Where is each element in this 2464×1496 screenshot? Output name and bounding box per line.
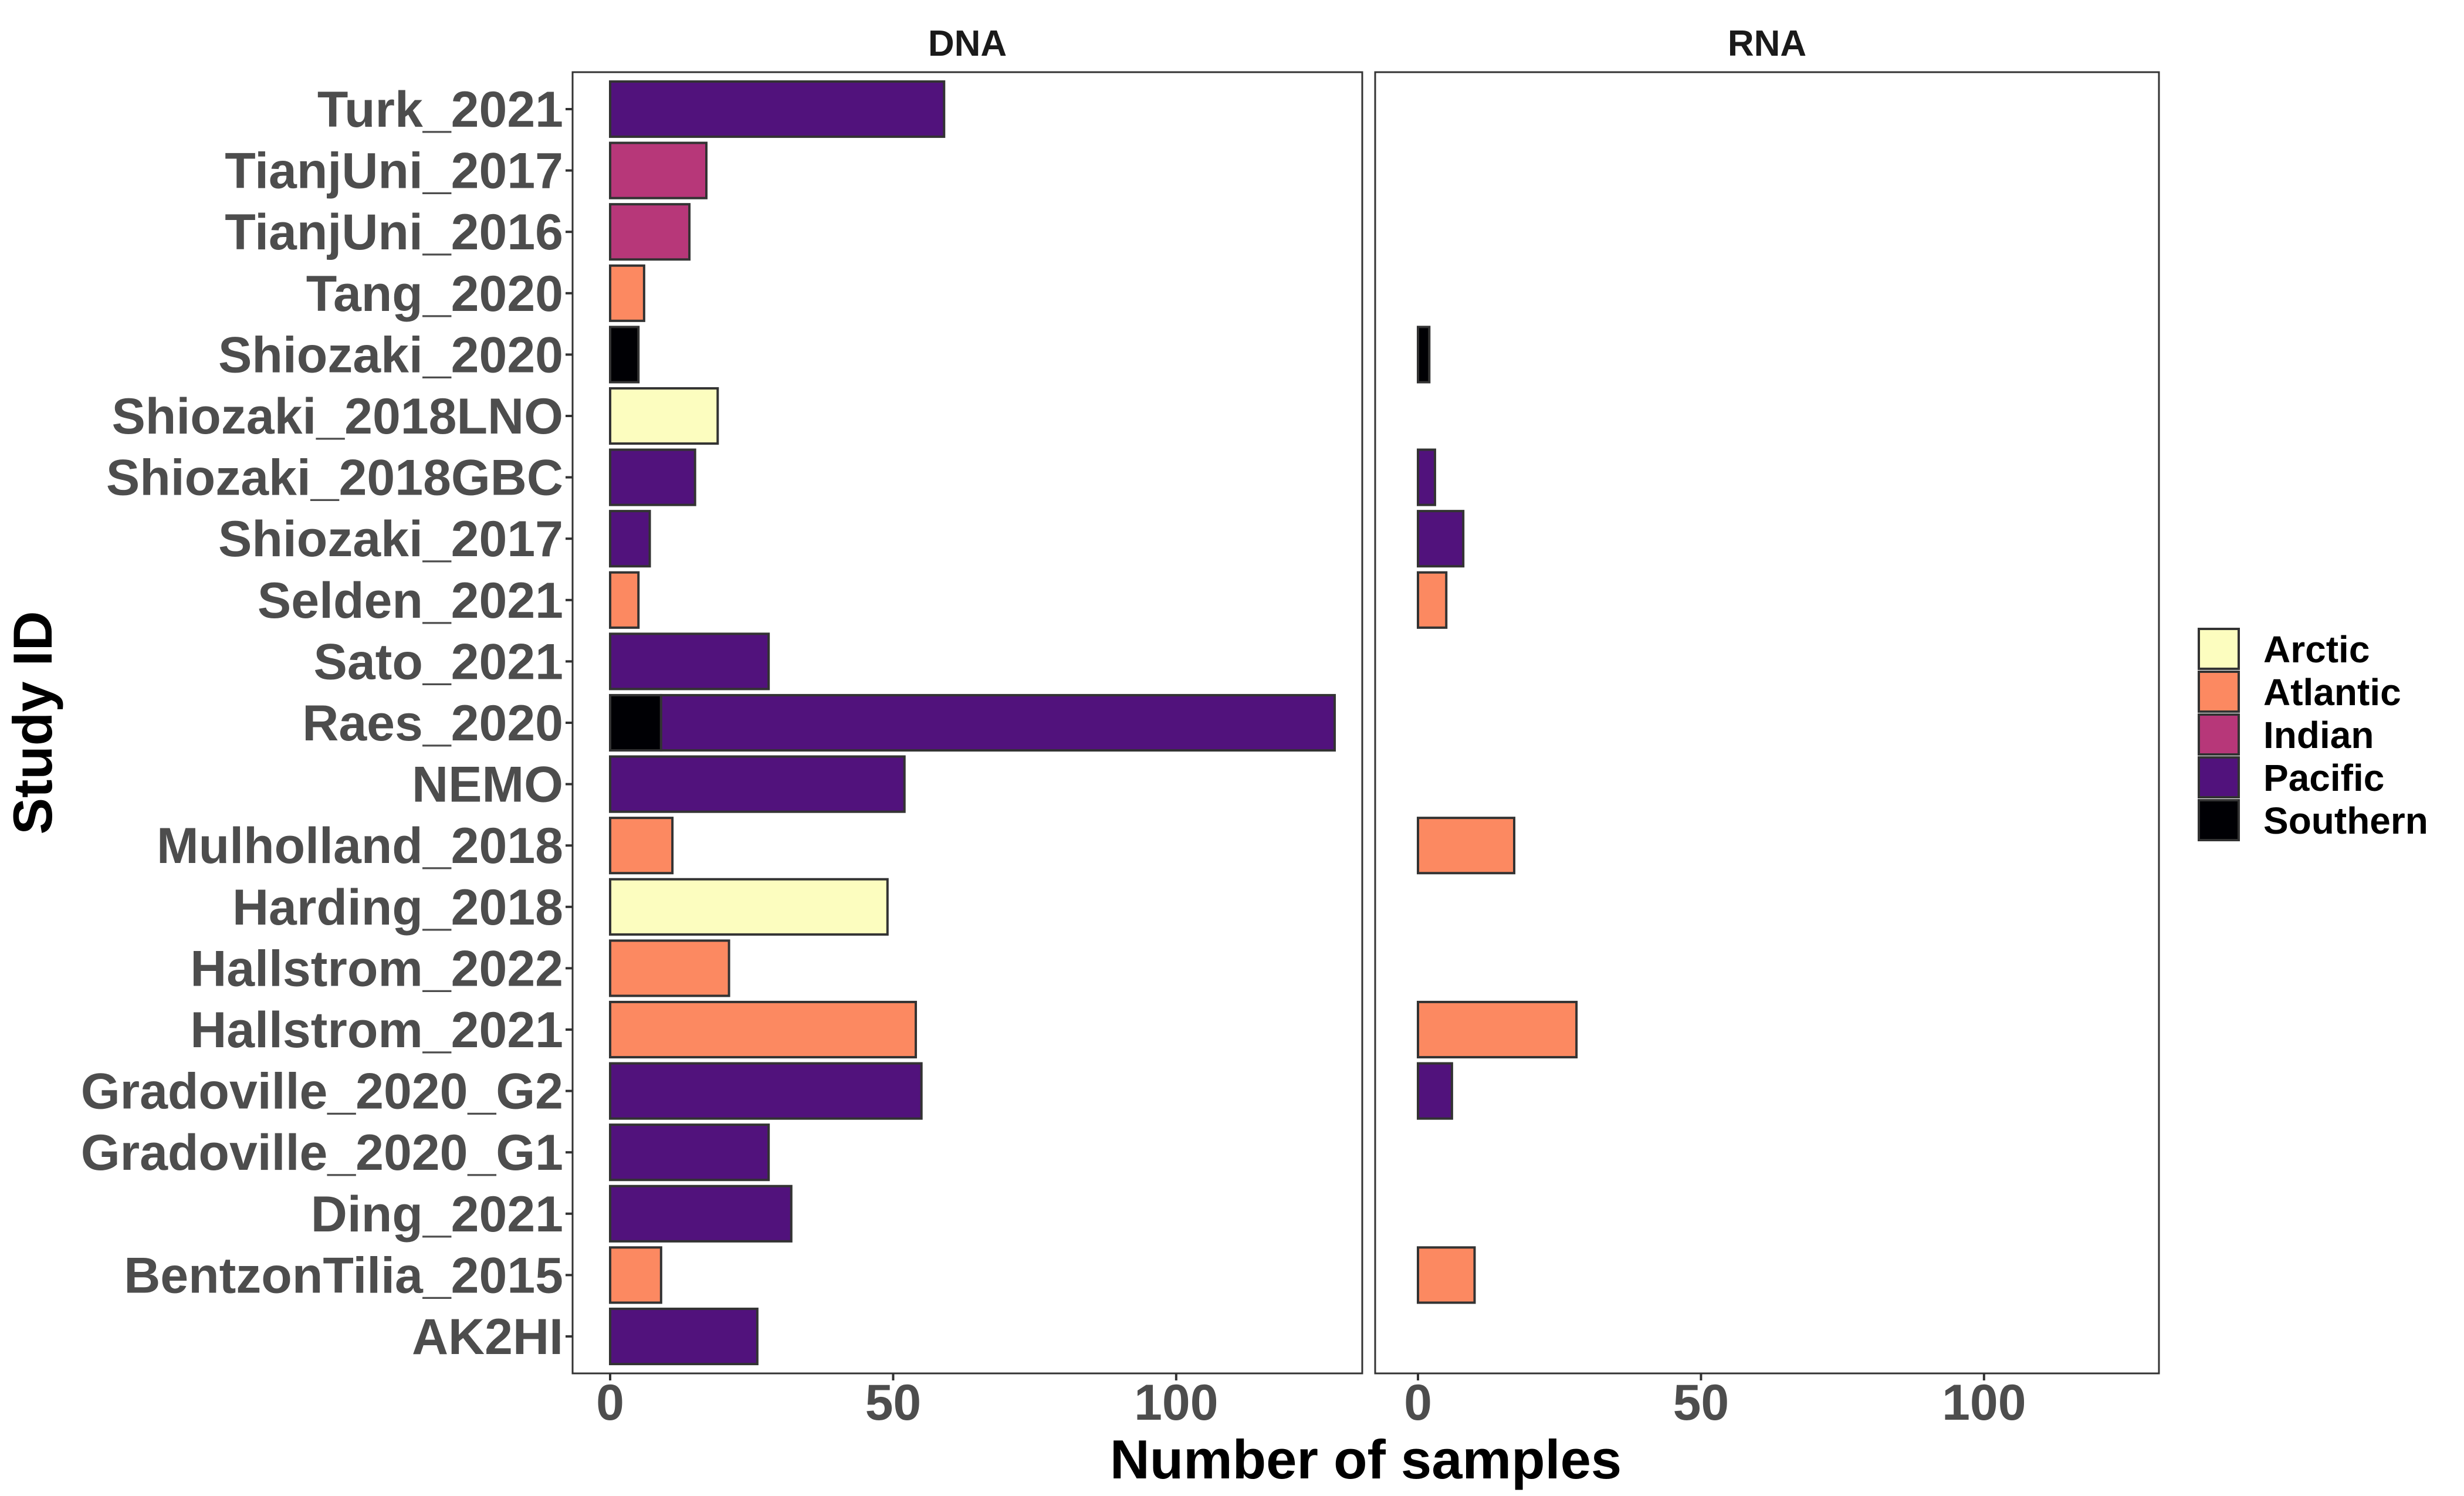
bar-dna-harding-2018-arctic <box>609 878 889 936</box>
bar-rna-hallstrom-2021-atlantic <box>1417 1000 1578 1059</box>
y-tick-label-shiozaki-2018lno: Shiozaki_2018LNO <box>111 388 563 445</box>
y-tick-label-tang-2020: Tang_2020 <box>306 266 563 322</box>
bar-dna-gradoville-2020-g1-pacific <box>609 1123 770 1182</box>
bars-dna <box>609 80 1336 1366</box>
y-axis-title: Study ID <box>2 611 63 834</box>
bar-dna-ding-2021-pacific <box>609 1184 793 1243</box>
bar-rna-shiozaki-2018gbc-pacific <box>1417 448 1436 506</box>
panel-border-rna <box>1374 71 2160 1375</box>
bar-rna-selden-2021-atlantic <box>1417 571 1448 629</box>
legend-label-indian: Indian <box>2263 714 2374 756</box>
facet-panel-rna: RNA <box>1374 23 2160 1375</box>
x-axis-ticks: 0 50 100 0 50 100 <box>596 1373 2026 1431</box>
bar-dna-shiozaki-2018gbc-pacific <box>609 448 696 506</box>
bar-dna-tang-2020-atlantic <box>609 264 645 322</box>
facet-panel-dna: DNA <box>571 23 1363 1375</box>
panel-border-dna <box>571 71 1363 1375</box>
facet-title-dna: DNA <box>928 23 1007 64</box>
y-tick-label-shiozaki-2018gbc: Shiozaki_2018GBC <box>106 450 563 506</box>
bar-dna-raes-2020-southern <box>609 693 662 752</box>
x-tick-label-dna-100: 100 <box>1134 1375 1219 1431</box>
x-tick-label-dna-0: 0 <box>596 1375 624 1431</box>
y-tick-label-ding-2021: Ding_2021 <box>311 1186 563 1243</box>
legend-label-arctic: Arctic <box>2263 628 2370 671</box>
legend-swatch-arctic <box>2198 628 2240 670</box>
bar-dna-gradoville-2020-g2-pacific <box>609 1062 923 1120</box>
y-tick-label-hallstrom-2021: Hallstrom_2021 <box>190 1002 563 1058</box>
legend-swatch-southern <box>2198 799 2240 841</box>
bar-dna-nemo-pacific <box>609 755 906 813</box>
bar-dna-shiozaki-2017-pacific <box>609 510 651 568</box>
legend-label-pacific: Pacific <box>2263 757 2384 799</box>
y-tick-label-shiozaki-2020: Shiozaki_2020 <box>218 327 563 383</box>
bar-dna-sato-2021-pacific <box>609 632 770 691</box>
bar-dna-bentzontilia-2015-atlantic <box>609 1246 662 1304</box>
x-tick-label-rna-0: 0 <box>1404 1375 1432 1431</box>
y-tick-label-bentzontilia-2015: BentzonTilia_2015 <box>124 1247 563 1304</box>
x-tick-label-dna-50: 50 <box>865 1375 922 1431</box>
bar-dna-mulholland-2018-atlantic <box>609 817 674 875</box>
bar-dna-shiozaki-2018lno-arctic <box>609 387 719 445</box>
bar-dna-tianjuni-2017-indian <box>609 141 708 199</box>
legend-swatch-pacific <box>2198 756 2240 798</box>
y-tick-label-tianjuni-2016: TianjUni_2016 <box>225 204 563 260</box>
bar-rna-shiozaki-2020-southern <box>1417 326 1431 384</box>
y-tick-label-ak2hi: AK2HI <box>412 1309 563 1365</box>
y-tick-label-selden-2021: Selden_2021 <box>258 573 563 629</box>
facet-title-rna: RNA <box>1728 23 1806 64</box>
y-tick-label-mulholland-2018: Mulholland_2018 <box>157 818 563 874</box>
y-tick-label-turk-2021: Turk_2021 <box>317 82 563 138</box>
bar-dna-hallstrom-2022-atlantic <box>609 939 730 997</box>
bar-dna-shiozaki-2020-southern <box>609 326 640 384</box>
x-axis-title: Number of samples <box>1110 1429 1622 1490</box>
bar-rna-gradoville-2020-g2-pacific <box>1417 1062 1453 1120</box>
bar-dna-selden-2021-atlantic <box>609 571 640 629</box>
legend-label-southern: Southern <box>2263 800 2428 842</box>
bar-rna-mulholland-2018-atlantic <box>1417 817 1516 875</box>
x-tick-label-rna-100: 100 <box>1942 1375 2026 1431</box>
bar-rna-shiozaki-2017-pacific <box>1417 510 1465 568</box>
y-tick-label-sato-2021: Sato_2021 <box>313 634 563 690</box>
bar-dna-turk-2021-pacific <box>609 80 946 138</box>
x-tick-label-rna-50: 50 <box>1673 1375 1729 1431</box>
y-tick-label-shiozaki-2017: Shiozaki_2017 <box>218 511 563 567</box>
y-tick-label-harding-2018: Harding_2018 <box>232 879 563 936</box>
bars-rna <box>1417 326 1578 1304</box>
legend-swatch-indian <box>2198 713 2240 756</box>
legend-swatch-atlantic <box>2198 671 2240 713</box>
bar-dna-ak2hi-pacific <box>609 1307 759 1366</box>
y-tick-label-tianjuni-2017: TianjUni_2017 <box>225 143 563 199</box>
legend-label-atlantic: Atlantic <box>2263 671 2401 713</box>
bar-dna-tianjuni-2016-indian <box>609 203 691 261</box>
bar-rna-bentzontilia-2015-atlantic <box>1417 1246 1476 1304</box>
y-tick-label-gradoville-2020-g2: Gradoville_2020_G2 <box>81 1064 563 1120</box>
y-tick-label-raes-2020: Raes_2020 <box>302 695 563 752</box>
y-tick-label-gradoville-2020-g1: Gradoville_2020_G1 <box>81 1125 563 1181</box>
bar-dna-raes-2020-pacific <box>659 693 1336 752</box>
bar-dna-hallstrom-2021-atlantic <box>609 1000 918 1059</box>
y-tick-label-nemo: NEMO <box>412 757 563 813</box>
y-tick-label-hallstrom-2022: Hallstrom_2022 <box>190 940 563 997</box>
